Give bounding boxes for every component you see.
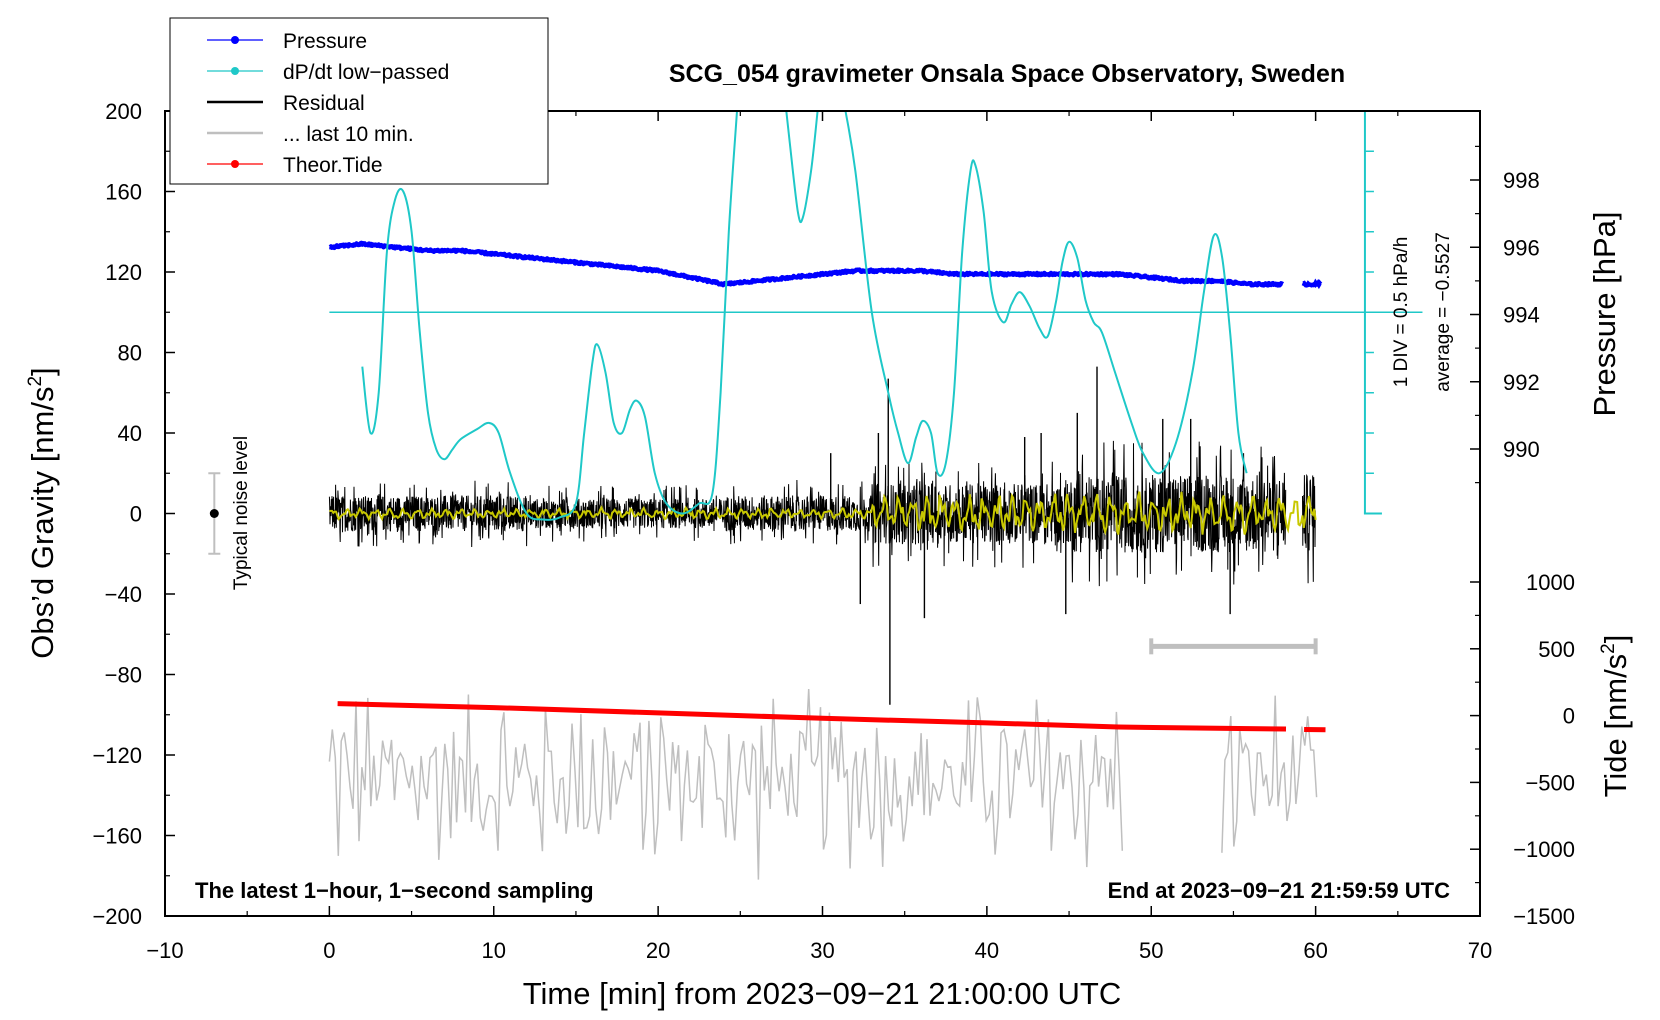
- end-time-note: End at 2023−09−21 21:59:59 UTC: [1108, 878, 1451, 903]
- tide-axis-title-close: ]: [1598, 635, 1633, 644]
- tide-tick-labels: 1000 500 0 −500 −1000 −1500: [1513, 570, 1575, 929]
- y-left-tick-label: −40: [105, 582, 142, 607]
- lowpass-residual-line: [329, 491, 1317, 536]
- x-tick-labels: −10 0 10 20 30 40 50 60 70: [146, 938, 1492, 963]
- legend-label: Residual: [283, 92, 365, 115]
- y-left-tick-label: −160: [92, 824, 142, 849]
- legend-label: Pressure: [283, 30, 367, 53]
- annotation-marks-layer: [208, 472, 1318, 655]
- legend-label: ... last 10 min.: [283, 123, 414, 146]
- tide-line: [337, 701, 1287, 732]
- legend: Pressure dP/dt low−passed Residual ... last…: [169, 17, 549, 185]
- x-tick-label: 60: [1303, 938, 1327, 963]
- y-left-tick-label: −80: [105, 663, 142, 688]
- dpdt-layer: [361, 110, 1248, 521]
- last-10-min-line-tail: [1221, 695, 1318, 853]
- pressure-tick-label: 996: [1503, 235, 1540, 260]
- y-left-tick-labels: 200 160 120 80 40 0 −40 −80 −120 −160 −200: [92, 99, 142, 929]
- tide-layer: [337, 701, 1326, 733]
- chart-title: SCG_054 gravimeter Onsala Space Observat…: [669, 60, 1345, 88]
- last-10-min-line: [328, 688, 1124, 880]
- lowpass-residual-layer: [329, 491, 1317, 536]
- tide-tick-label: −1500: [1513, 904, 1575, 929]
- legend-swatch-marker: [231, 67, 239, 75]
- div-scale-label: 1 DIV = 0.5 hPa/h: [1391, 237, 1412, 388]
- pressure-tick-label: 994: [1503, 303, 1540, 328]
- x-tick-label: 40: [975, 938, 999, 963]
- x-axis-title: Time [min] from 2023−09−21 21:00:00 UTC: [523, 976, 1122, 1011]
- x-tick-label: 30: [810, 938, 834, 963]
- tide-tick-label: 0: [1563, 704, 1575, 729]
- tide-tick-label: 1000: [1526, 570, 1575, 595]
- noise-level-label: Typical noise level: [231, 436, 252, 590]
- pressure-tick-labels: 998 996 994 992 990: [1503, 168, 1540, 462]
- y-left-tick-label: 160: [105, 180, 142, 205]
- pressure-tick-label: 998: [1503, 168, 1540, 193]
- residual-line: [328, 440, 1287, 587]
- tide-tick-label: −1000: [1513, 837, 1575, 862]
- legend-swatch-marker: [231, 36, 239, 44]
- x-tick-label: 70: [1468, 938, 1492, 963]
- y-left-tick-label: 200: [105, 99, 142, 124]
- dpdt-line-peak: [785, 110, 819, 224]
- average-label: average = −0.5527: [1433, 232, 1454, 392]
- x-tick-label: 20: [646, 938, 670, 963]
- pressure-axis-title: Pressure [hPa]: [1587, 211, 1622, 416]
- legend-label: dP/dt low−passed: [283, 61, 449, 84]
- pressure-layer: [327, 240, 1323, 290]
- tide-tick-label: −500: [1525, 770, 1575, 795]
- tide-axis-title: Tide [nm/s2]: [1598, 635, 1633, 798]
- y-left-tick-label: 0: [130, 502, 142, 527]
- legend-entries: Pressure dP/dt low−passed Residual ... last…: [207, 30, 449, 177]
- x-tick-label: 10: [482, 938, 506, 963]
- last-10-min-layer: [328, 688, 1318, 880]
- dpdt-line-late: [844, 110, 1248, 477]
- pressure-tick-label: 992: [1503, 370, 1540, 395]
- legend-label: Theor.Tide: [283, 154, 383, 177]
- pressure-line: [327, 240, 1285, 288]
- axis-ticks-layer: [164, 110, 1481, 917]
- y-left-tick-label: 40: [118, 421, 142, 446]
- y-left-tick-label: 80: [118, 341, 142, 366]
- y-left-axis-title-main: Obs’d Gravity [nm/s: [25, 387, 60, 659]
- tide-axis-title-main: Tide [nm/s: [1598, 654, 1633, 798]
- x-tick-label: 0: [323, 938, 335, 963]
- pressure-tick-label: 990: [1503, 437, 1540, 462]
- y-left-axis-title-sup: 2: [25, 376, 46, 387]
- dpdt-scale-layer: [329, 111, 1423, 515]
- y-left-tick-label: 120: [105, 260, 142, 285]
- y-left-tick-label: −200: [92, 904, 142, 929]
- x-tick-label: −10: [146, 938, 183, 963]
- y-left-axis-title: Obs’d Gravity [nm/s2]: [25, 367, 60, 658]
- tide-tick-label: 500: [1538, 637, 1575, 662]
- x-tick-label: 50: [1139, 938, 1163, 963]
- pressure-line-tail: [1301, 278, 1323, 290]
- tide-axis-title-sup: 2: [1598, 643, 1619, 654]
- y-left-axis-title-close: ]: [25, 367, 60, 376]
- dpdt-line: [361, 110, 738, 521]
- legend-swatch-marker: [231, 160, 239, 168]
- residual-line-tail: [1302, 473, 1316, 584]
- noise-bar-center-dot: [209, 509, 219, 518]
- y-left-tick-label: −120: [92, 743, 142, 768]
- latest-hour-note: The latest 1−hour, 1−second sampling: [195, 878, 594, 903]
